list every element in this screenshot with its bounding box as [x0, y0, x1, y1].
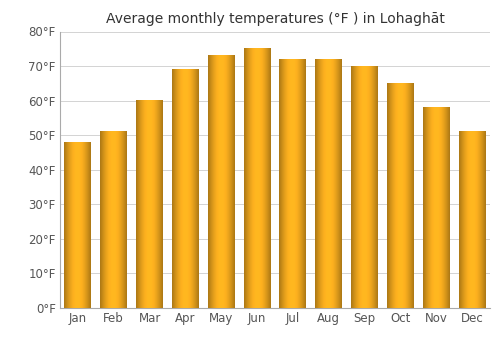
Title: Average monthly temperatures (°F ) in Lohaghāt: Average monthly temperatures (°F ) in Lo…: [106, 12, 444, 26]
